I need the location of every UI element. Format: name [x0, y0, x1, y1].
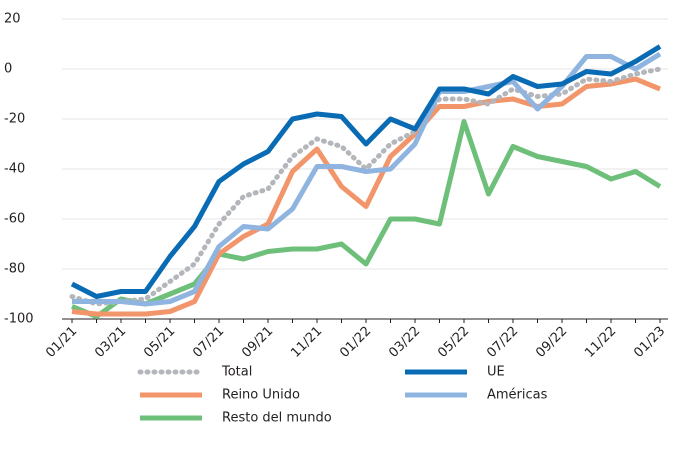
y-tick-label: -40 — [4, 162, 25, 177]
x-tick-label: 09/21 — [239, 324, 276, 361]
legend-label: Total — [221, 365, 252, 380]
x-tick-label: 11/22 — [582, 324, 619, 361]
x-tick-label: 01/21 — [43, 324, 80, 361]
y-tick-label: 20 — [4, 12, 21, 27]
x-tick-label: 11/21 — [288, 324, 325, 361]
x-tick-label: 07/21 — [190, 324, 227, 361]
x-tick-label: 09/22 — [533, 324, 570, 361]
series-line — [71, 119, 662, 319]
y-tick-label: -20 — [4, 112, 25, 127]
y-tick-label: -60 — [4, 212, 25, 227]
x-tick-label: 03/21 — [92, 324, 129, 361]
legend-label: UE — [487, 365, 505, 380]
y-tick-label: -100 — [4, 312, 34, 327]
legend-label: Reino Unido — [222, 388, 300, 403]
x-tick-label: 05/22 — [435, 324, 472, 361]
y-tick-label: -80 — [4, 262, 25, 277]
legend-label: Américas — [487, 388, 548, 403]
series-line — [70, 44, 662, 299]
x-tick-label: 05/21 — [141, 324, 178, 361]
series-line — [71, 76, 661, 317]
x-tick-label: 01/23 — [631, 324, 668, 361]
y-tick-label: 0 — [4, 62, 12, 77]
legend-label: Resto del mundo — [222, 411, 332, 426]
x-tick-label: 03/22 — [386, 324, 423, 361]
x-tick-label: 07/22 — [484, 324, 521, 361]
x-tick-label: 01/22 — [337, 324, 374, 361]
